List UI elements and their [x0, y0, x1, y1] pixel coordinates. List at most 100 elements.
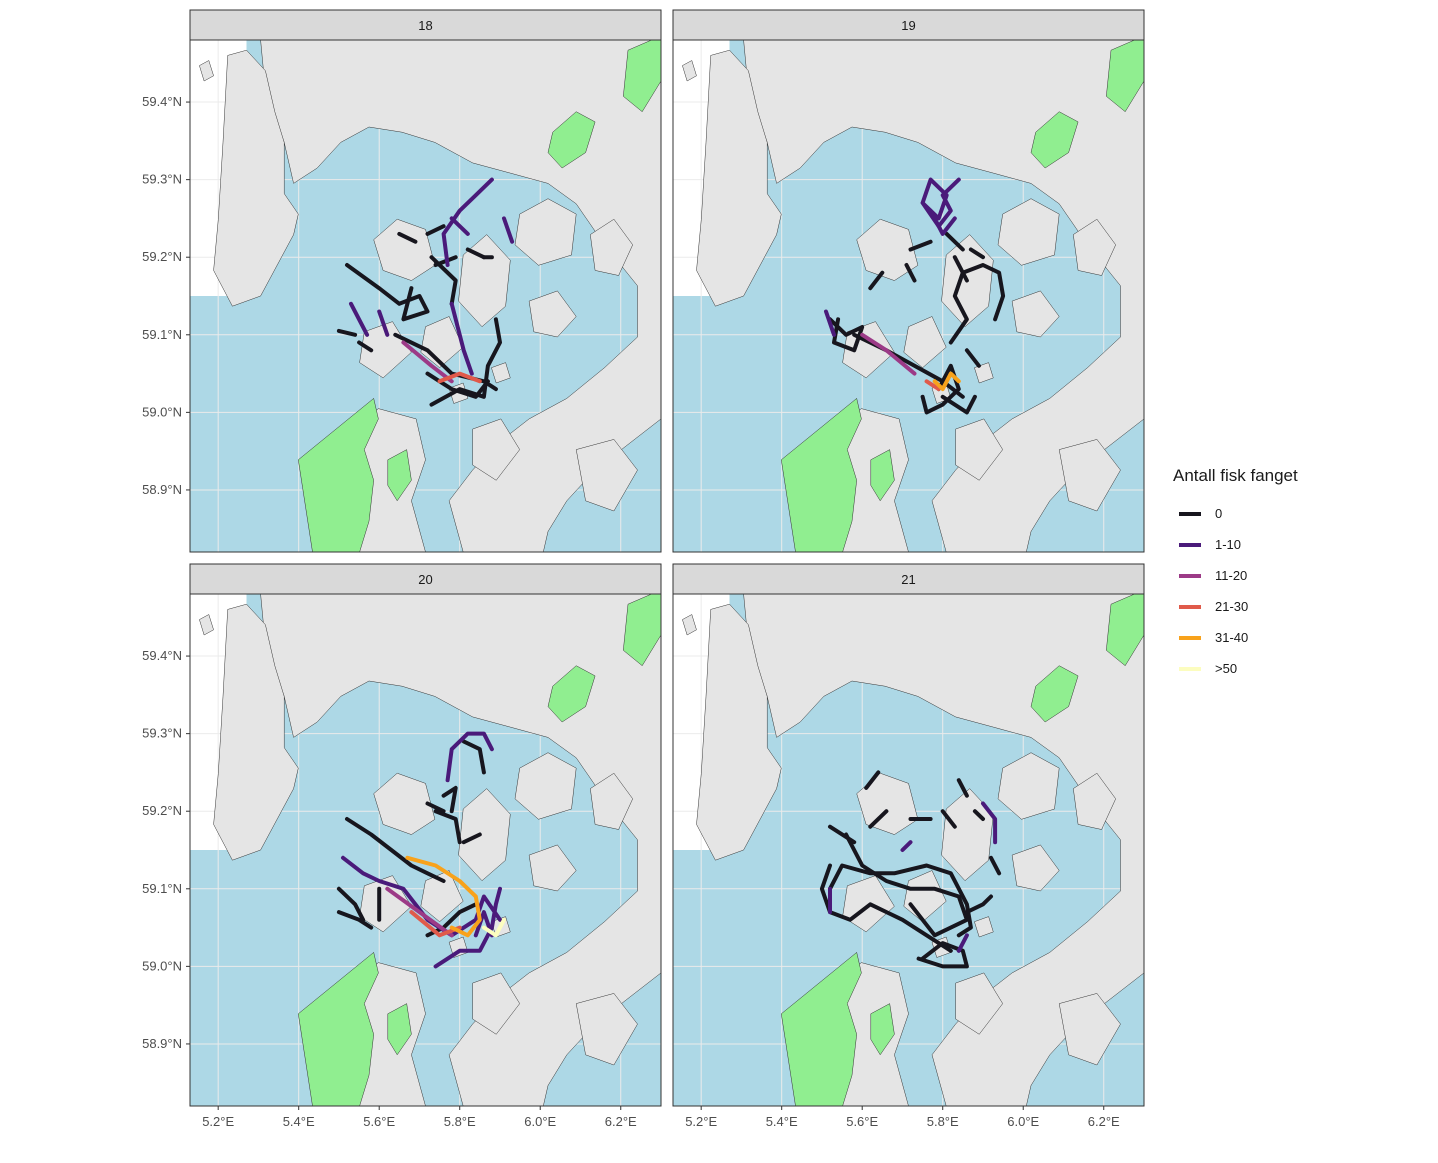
legend-swatch [1179, 511, 1201, 516]
track-catch_11_20 [860, 332, 917, 376]
land-polygon [955, 418, 1004, 481]
land-polygon [260, 40, 661, 552]
land-polygon [373, 772, 436, 835]
legend-title: Antall fisk fanget [1173, 466, 1298, 485]
track-catch_21_30 [437, 371, 482, 384]
track-catch_0 [425, 801, 446, 814]
x-tick-label: 6.2°E [605, 1114, 637, 1129]
protected-area-polygon [623, 594, 661, 667]
protected-area-polygon [623, 40, 661, 113]
x-tick-label: 6.0°E [524, 1114, 556, 1129]
land-polygon [1073, 772, 1116, 830]
y-tick-label: 59.0°N [142, 958, 182, 973]
protected-area-polygon [547, 665, 596, 723]
track-catch_1_10 [441, 177, 494, 267]
track-catch_0 [968, 247, 985, 260]
track-catch_1_10 [377, 309, 390, 337]
x-tick-label: 6.0°E [1007, 1114, 1039, 1129]
x-tick-label: 5.4°E [766, 1114, 798, 1129]
y-tick-label: 59.4°N [142, 648, 182, 663]
track-catch_0 [989, 855, 1002, 876]
track-catch_1_10 [900, 840, 913, 852]
land-polygon [696, 603, 782, 861]
track-catch_0 [433, 809, 462, 845]
legend-item: >50 [1173, 653, 1373, 684]
track-catch_1_10 [502, 216, 515, 244]
land-polygon [213, 49, 299, 307]
track-catch_0 [828, 824, 857, 845]
legend: Antall fisk fanget 0 1-10 11-20 21-30 31-40 >… [1173, 466, 1373, 684]
track-catch_0 [868, 270, 885, 291]
track-catch_1_10 [349, 301, 370, 337]
facet-label: 21 [901, 572, 915, 587]
x-tick-label: 5.8°E [444, 1114, 476, 1129]
track-catch_11_20 [401, 340, 454, 384]
land-polygon [903, 316, 947, 369]
facet-strip [189, 9, 662, 41]
y-tick-label: 59.3°N [142, 172, 182, 187]
track-catch_0 [972, 809, 985, 821]
legend-label: 0 [1215, 506, 1223, 521]
track-catch_1_10 [433, 886, 502, 969]
track-catch_1_10 [824, 309, 836, 337]
track-catch_0 [441, 785, 458, 814]
legend-item: 1-10 [1173, 529, 1373, 560]
land-polygon [682, 60, 697, 82]
x-tick-label: 6.2°E [1088, 1114, 1120, 1129]
facet-strip [672, 563, 1145, 595]
land-polygon [590, 218, 633, 276]
facet-label: 20 [418, 572, 432, 587]
protected-area-polygon [1106, 594, 1144, 667]
land-polygon [575, 439, 638, 512]
facet-label: 18 [418, 18, 432, 33]
map-panel-18: 18 59.4°N 59.3°N 59.2°N 59.1°N 59.0°N 58.9°N [142, 9, 662, 553]
track-catch_0 [844, 832, 969, 938]
land-polygon [590, 772, 633, 830]
facet-label: 19 [901, 18, 915, 33]
protected-area-polygon [298, 951, 379, 1106]
track-catch_0 [345, 263, 430, 322]
protected-area-polygon [781, 397, 862, 552]
protected-area-polygon [387, 449, 412, 502]
y-tick-label: 59.0°N [142, 404, 182, 419]
track-catch_0 [948, 263, 1006, 345]
track-catch_1_10 [928, 208, 957, 236]
land-polygon [472, 418, 521, 481]
land-polygon [514, 198, 577, 266]
protected-area-polygon [1030, 111, 1079, 169]
legend-label: 11-20 [1215, 568, 1248, 583]
legend-label: 1-10 [1215, 537, 1242, 552]
track-catch_0 [944, 231, 965, 252]
track-catch_0 [964, 348, 981, 368]
land-polygon [1011, 290, 1060, 338]
track-catch_0 [964, 894, 993, 915]
land-polygon [955, 972, 1004, 1035]
track-catch_1_10 [956, 933, 969, 953]
land-polygon [472, 972, 521, 1035]
land-polygon [856, 218, 919, 281]
track-catch_0 [916, 941, 969, 969]
protected-area-polygon [870, 1003, 895, 1056]
land-polygon [491, 362, 511, 384]
protected-area-polygon [298, 397, 379, 552]
track-catch_0 [940, 809, 957, 829]
y-tick-label: 59.3°N [142, 726, 182, 741]
y-tick-label: 59.2°N [142, 803, 182, 818]
land-polygon [1058, 439, 1121, 512]
x-tick-label: 5.2°E [202, 1114, 234, 1129]
track-catch_gt50 [481, 917, 506, 938]
legend-swatch [1179, 666, 1201, 671]
land-polygon [941, 788, 994, 882]
land-polygon [1073, 218, 1116, 276]
land-polygon [997, 198, 1060, 266]
track-catch_0 [868, 809, 889, 829]
track-catch_0 [956, 778, 969, 798]
protected-area-polygon [387, 1003, 412, 1056]
track-catch_0 [357, 340, 374, 353]
track-catch_1_10 [920, 177, 961, 229]
track-catch_0 [940, 394, 977, 415]
protected-area-polygon [781, 951, 862, 1106]
land-polygon [997, 752, 1060, 820]
land-polygon [1058, 993, 1121, 1066]
x-tick-label: 5.8°E [927, 1114, 959, 1129]
